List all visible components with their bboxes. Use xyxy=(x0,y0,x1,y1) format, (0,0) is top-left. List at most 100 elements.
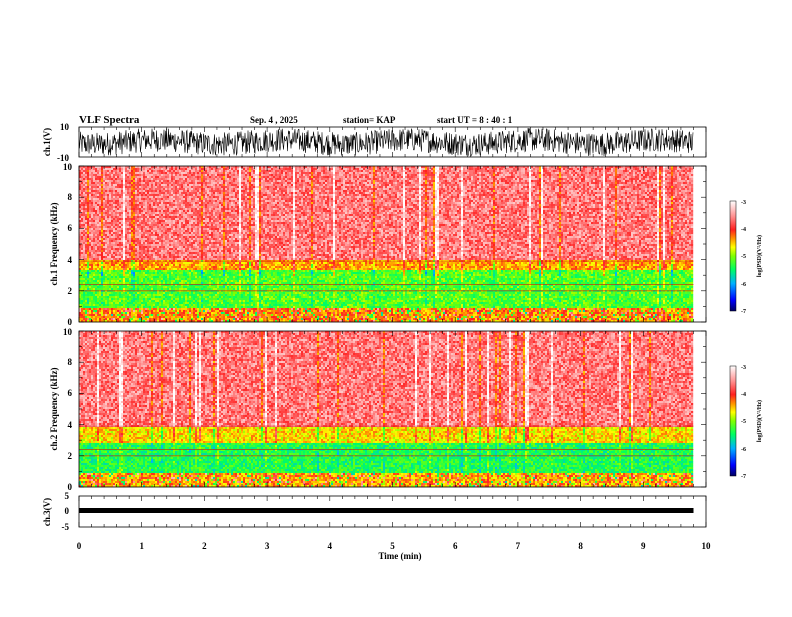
spectrogram-cell xyxy=(99,296,102,299)
spectrogram-cell xyxy=(141,190,144,193)
spectrogram-cell xyxy=(129,204,132,207)
spectrogram-cell xyxy=(173,242,176,245)
spectrogram-cell xyxy=(191,266,194,269)
spectrogram-cell xyxy=(119,210,122,213)
spectrogram-cell xyxy=(89,184,92,187)
spectrogram-cell xyxy=(149,222,152,225)
spectrogram-cell xyxy=(195,282,198,285)
spectrogram-cell xyxy=(119,228,122,231)
spectrogram-cell xyxy=(175,244,178,247)
spectrogram-cell xyxy=(97,232,100,235)
spectrogram-cell xyxy=(171,232,174,235)
spectrogram-cell xyxy=(185,216,188,219)
spectrogram-cell xyxy=(85,178,88,181)
spectrogram-cell xyxy=(179,314,182,317)
spectrogram-cell xyxy=(125,314,128,317)
spectrogram-cell xyxy=(139,248,142,251)
spectrogram-cell xyxy=(193,214,196,217)
spectrogram-cell xyxy=(111,166,114,169)
spectrogram-cell xyxy=(155,196,158,199)
spectrogram-cell xyxy=(173,238,176,241)
spectrogram-cell xyxy=(163,248,166,251)
spectrogram-cell xyxy=(151,212,154,215)
spectrogram-cell xyxy=(103,188,106,191)
spectrogram-cell xyxy=(91,182,94,185)
spectrogram-cell xyxy=(185,226,188,229)
spectrogram-cell xyxy=(103,278,106,281)
spectrogram-cell xyxy=(181,278,184,281)
spectrogram-cell xyxy=(89,308,92,311)
spectrogram-cell xyxy=(203,276,206,279)
spectrogram-cell xyxy=(195,234,198,237)
spectrogram-cell xyxy=(189,186,192,189)
spectrogram-cell xyxy=(99,248,102,251)
spectrogram-cell xyxy=(85,266,88,269)
spectrogram-cell xyxy=(147,248,150,251)
spectrogram-cell xyxy=(157,270,160,273)
spectrogram-cell xyxy=(81,316,84,319)
spectrogram-cell xyxy=(99,236,102,239)
spectrogram-cell xyxy=(129,284,132,287)
spectrogram-cell xyxy=(129,176,132,179)
spectrogram-cell xyxy=(89,282,92,285)
spectrogram-cell xyxy=(151,320,154,323)
spectrogram-cell xyxy=(167,274,170,277)
spectrogram-cell xyxy=(105,246,108,249)
spectrogram-cell xyxy=(115,310,118,313)
spectrogram-cell xyxy=(129,208,132,211)
spectrogram-cell xyxy=(143,314,146,317)
spectrogram-cell xyxy=(123,228,126,231)
spectrogram-cell xyxy=(169,242,172,245)
spectrogram-cell xyxy=(137,240,140,243)
spectrogram-cell xyxy=(135,176,138,179)
spectrogram-cell xyxy=(109,178,112,181)
spectrogram-cell xyxy=(83,210,86,213)
spectrogram-cell xyxy=(121,268,124,271)
spectrogram-cell xyxy=(155,214,158,217)
spectrogram-cell xyxy=(111,196,114,199)
spectrogram-cell xyxy=(135,246,138,249)
spectrogram-cell xyxy=(179,282,182,285)
spectrogram-cell xyxy=(137,278,140,281)
spectrogram-cell xyxy=(105,286,108,289)
spectrogram-cell xyxy=(117,170,120,173)
spectrogram-cell xyxy=(145,242,148,245)
spectrogram-cell xyxy=(157,204,160,207)
spectrogram-cell xyxy=(125,206,128,209)
spectrogram-cell xyxy=(173,228,176,231)
spectrogram-cell xyxy=(175,284,178,287)
spectrogram-cell xyxy=(143,216,146,219)
spectrogram-cell xyxy=(175,210,178,213)
spectrogram-cell xyxy=(95,238,98,241)
spectrogram-cell xyxy=(189,166,192,169)
spectrogram-cell xyxy=(195,314,198,317)
spectrogram-cell xyxy=(99,174,102,177)
spectrogram-cell xyxy=(127,314,130,317)
spectrogram-cell xyxy=(101,218,104,221)
spectrogram-cell xyxy=(185,186,188,189)
spectrogram-cell xyxy=(155,276,158,279)
spectrogram-cell xyxy=(189,270,192,273)
spectrogram-cell xyxy=(95,212,98,215)
spectrogram-cell xyxy=(81,188,84,191)
spectrogram-cell xyxy=(81,238,84,241)
spectrogram-cell xyxy=(101,276,104,279)
spectrogram-cell xyxy=(129,200,132,203)
spectrogram-cell xyxy=(131,180,134,183)
spectrogram-cell xyxy=(191,184,194,187)
spectrogram-cell xyxy=(139,182,142,185)
spectrogram-cell xyxy=(117,304,120,307)
spectrogram-cell xyxy=(81,166,84,169)
spectrogram-cell xyxy=(135,194,138,197)
spectrogram-cell xyxy=(183,184,186,187)
spectrogram-cell xyxy=(113,250,116,253)
spectrogram-cell xyxy=(129,264,132,267)
spectrogram-cell xyxy=(165,166,168,169)
spectrogram-cell xyxy=(187,204,190,207)
spectrogram-cell xyxy=(169,202,172,205)
spectrogram-cell xyxy=(127,272,130,275)
spectrogram-cell xyxy=(191,232,194,235)
spectrogram-cell xyxy=(153,300,156,303)
spectrogram-cell xyxy=(151,270,154,273)
spectrogram-cell xyxy=(187,272,190,275)
